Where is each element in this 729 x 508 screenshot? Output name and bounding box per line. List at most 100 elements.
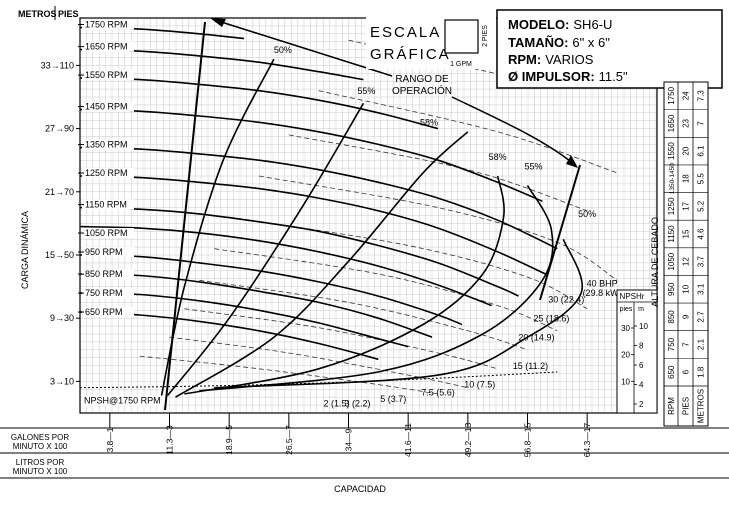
efficiency-label: 58% [489, 152, 507, 162]
x-tick-label: 34—9 [344, 428, 354, 451]
efficiency-curves: 50% 55% 58% 58% 55% 50% [159, 45, 596, 401]
arrow-head-right [566, 155, 578, 168]
impulsor-val: 11.5" [599, 69, 628, 84]
rpm-curve [79, 108, 543, 203]
altura-cell: 750 [667, 337, 676, 351]
rpm-curve [79, 77, 439, 130]
litros-line-1: LITROS POR [16, 458, 65, 467]
rpm-label: 1050 RPM [85, 228, 128, 238]
rpm-label-bg [82, 168, 134, 178]
efficiency-curve [214, 238, 584, 389]
scale-legend: ESCALA GRÁFICA 2 PIES 1 GPM [366, 17, 496, 69]
altura-cell: 650 [667, 365, 676, 379]
altura-cell: 7 [682, 342, 691, 347]
altura-cell: 18 [682, 174, 691, 183]
y-axis-label: CARGA DINÁMICA [20, 211, 30, 289]
rpm-curve [79, 311, 379, 361]
rpm-curve [79, 48, 364, 81]
bhp-label: (29.8 kW) [583, 288, 622, 298]
npsh-curve: NPSH@1750 RPM [79, 371, 558, 406]
y-tick-label: 3→10 [50, 376, 74, 386]
y-tick-label: 21→70 [45, 187, 74, 197]
altura-cell: 6.1 [697, 145, 706, 157]
npshr-m-tick: 10 [639, 322, 648, 331]
altura-cell: 10 [682, 284, 691, 293]
rpm-label-bg [82, 70, 134, 81]
altura-title: ALTURA DE CEBADO [650, 217, 660, 307]
bhp-label: 5 (3.7) [380, 394, 406, 404]
altura-cell: 850 [667, 310, 676, 324]
x-tick-label: 3.8—1 [105, 427, 115, 452]
svg-text:Ø IMPULSOR:11.5": Ø IMPULSOR: 11.5" [508, 69, 628, 84]
rpm-label: 1350 RPM [85, 140, 128, 150]
header-pies: PIES [58, 9, 79, 19]
altura-cell: 5.2 [697, 200, 706, 212]
bhp-label: 30 (22.4) [548, 294, 584, 304]
rpm-curve [79, 225, 492, 307]
range-label-2: OPERACIÓN [392, 84, 452, 97]
rpm-label-bg [82, 269, 134, 280]
bhp-line [214, 248, 558, 332]
bhp-label: 25 (18.6) [533, 313, 569, 323]
rpm-curves: 1750 RPM 1650 RPM 1550 RPM 1450 RPM 1350 RPM… [78, 19, 558, 361]
altura-cell: 1.8 [697, 366, 706, 378]
rpm-label: 650 RPM [85, 307, 123, 317]
efficiency-label: 58% [420, 117, 438, 127]
y-tick-label: 9→30 [50, 313, 74, 323]
x-tick-label: 18.9—5 [224, 425, 234, 455]
altura-cell: 6 [682, 369, 691, 374]
rpm-curve [79, 254, 463, 326]
bhp-label: 20 (14.9) [518, 332, 554, 342]
galones-line-1: GALONES POR [11, 433, 69, 442]
modelo-val: SH6-U [573, 17, 612, 32]
rpm-label-bg [82, 307, 134, 318]
svg-text:TAMAÑO:6" x 6": TAMAÑO: 6" x 6" [508, 35, 610, 50]
bhp-label: 2 (1.5) [324, 399, 350, 409]
npshr-pies-tick: 20 [621, 351, 630, 360]
rpm-label: 1750 RPM [85, 19, 128, 29]
altura-cell: 1650 [667, 114, 676, 132]
rpm-label-bg [82, 139, 134, 150]
altura-cell: 7 [697, 121, 706, 126]
rpm-curve [79, 146, 558, 250]
scale-box [444, 19, 479, 54]
arrow-head-left [210, 18, 226, 27]
rpm-label: 850 RPM [85, 269, 123, 279]
altura-cell: 12 [682, 257, 691, 266]
rpm-label-bg [82, 199, 134, 210]
efficiency-curve [184, 175, 505, 395]
npshr-col-m: m [638, 306, 644, 313]
rpm-label: 1550 RPM [85, 70, 128, 80]
bhp-label: 3 (2.2) [344, 399, 370, 409]
bhp-line [288, 134, 588, 212]
rpm-curve [79, 206, 519, 297]
bhp-line [318, 90, 618, 174]
rpm-label: 1150 RPM [85, 200, 127, 210]
bhp-lines: 2 (1.5)3 (2.2) 5 (3.7) 7.5 (5.6) 10 (7.5) 15… [139, 39, 622, 409]
rpm-curve [79, 175, 546, 275]
x-tick-label: 41.6—11 [403, 423, 413, 457]
rpm-label-bg [82, 228, 134, 239]
range-arrow-right [451, 96, 576, 166]
x-axis-label: CAPACIDAD [334, 484, 386, 494]
svg-text:MODELO:SH6-U: MODELO: SH6-U [508, 17, 612, 32]
rpm-label-bg [82, 19, 134, 30]
efficiency-curve [199, 185, 554, 392]
rpm-curve [79, 292, 409, 348]
npshr-frame [616, 289, 658, 414]
y-tick-label: 27→90 [45, 124, 74, 134]
bhp-line [258, 175, 618, 281]
efficiency-label: 50% [274, 45, 292, 55]
altura-frame [663, 81, 709, 427]
y-tick-label: 15→50 [45, 250, 74, 260]
modelo-key: MODELO: [508, 17, 569, 32]
npshr-m-tick: 2 [639, 400, 644, 409]
npshr-m-tick: 6 [639, 361, 644, 370]
range-right-line [539, 164, 581, 301]
scale-box-bottom: 1 GPM [450, 61, 472, 68]
altura-cell: 5.5 [697, 173, 706, 185]
altura-cell: 7.3 [697, 90, 706, 102]
bhp-line [199, 279, 528, 351]
bhp-line [169, 336, 468, 389]
y-ticks: 3→10 9→30 15→50 21→70 27→90 33→110 [41, 60, 80, 386]
